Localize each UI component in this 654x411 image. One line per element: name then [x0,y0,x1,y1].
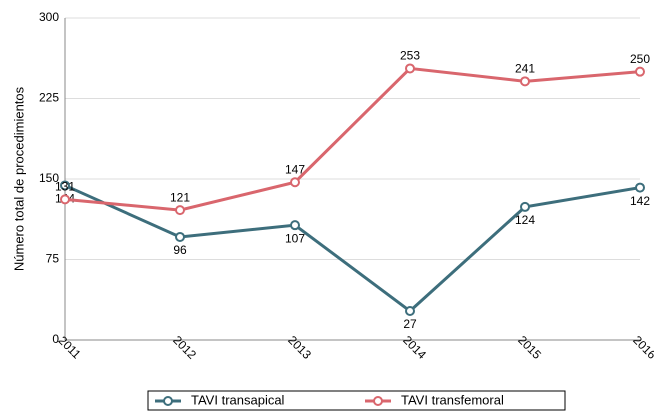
y-tick-label: 300 [39,10,59,24]
point-marker [635,66,645,77]
y-tick-label: 75 [46,252,60,266]
legend-marker [163,396,173,406]
legend-box [147,390,566,411]
point-marker [405,63,415,74]
series-line [64,66,641,212]
x-tick-label: 2016 [630,333,654,362]
point-marker [175,231,185,242]
legend-marker [373,396,383,406]
point-marker [635,182,645,193]
point-marker [405,306,415,317]
data-label: 253 [400,49,420,63]
data-label: 147 [285,162,305,176]
x-tick-label: 2015 [515,333,544,362]
y-tick-label: 225 [39,91,59,105]
y-tick-label: 150 [39,171,59,185]
data-label: 241 [515,61,535,75]
data-label: 131 [55,180,75,194]
point-marker [60,194,70,205]
point-marker [290,220,300,231]
data-label: 27 [403,317,417,331]
data-label: 142 [630,194,650,208]
data-label: 121 [170,190,190,204]
point-marker [290,177,300,188]
series-line [64,184,641,313]
legend: TAVI transapical TAVI transfemoral [147,390,566,411]
data-label: 250 [630,52,650,66]
x-tick-label: 2012 [170,333,199,362]
y-tick-label: 0 [52,332,59,346]
data-label: 107 [285,231,305,245]
legend-label: TAVI transapical [191,392,285,407]
point-marker [520,76,530,87]
point-marker [175,205,185,216]
x-tick-label: 2013 [285,333,314,362]
point-marker [520,201,530,212]
legend-label: TAVI transfemoral [401,392,504,407]
x-tick-label: 2014 [400,333,429,362]
data-label: 96 [173,243,187,257]
x-tick-label: 2011 [56,333,84,361]
data-label: 124 [515,213,535,227]
y-axis-label: Número total de procedimientos [11,86,26,271]
point-marker [60,180,70,191]
